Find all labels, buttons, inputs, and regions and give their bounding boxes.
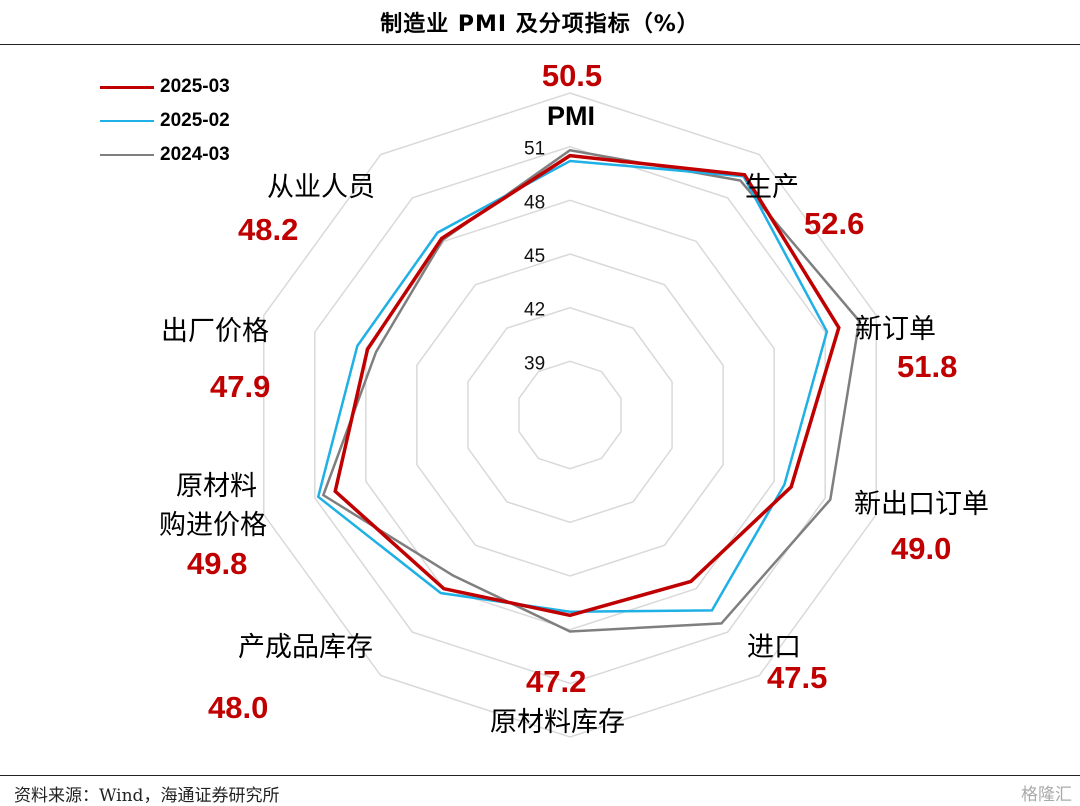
chart-title: 制造业 PMI 及分项指标（%） bbox=[380, 12, 700, 37]
axis-label-new-orders: 新订单 bbox=[855, 314, 936, 345]
radial-tick-45: 45 bbox=[524, 246, 545, 267]
legend-swatch-2025-02 bbox=[100, 120, 154, 122]
axis-label-raw-material-purchase-price: 原材料 bbox=[176, 471, 257, 502]
axis-value-employment: 48.2 bbox=[238, 212, 298, 247]
radial-tick-labels: 51 48 45 42 39 bbox=[524, 139, 545, 375]
grid-ring-54 bbox=[263, 92, 877, 738]
legend-label: 2025-02 bbox=[160, 110, 230, 131]
legend-swatch-2024-03 bbox=[100, 154, 154, 156]
axis-label-ex-factory-price: 出厂价格 bbox=[161, 316, 269, 347]
axis-label-production: 生产 bbox=[745, 172, 799, 203]
radial-tick-48: 48 bbox=[524, 192, 545, 213]
axis-value-production: 52.6 bbox=[804, 206, 864, 241]
axis-value-raw-material-purchase-price: 49.8 bbox=[187, 546, 247, 581]
axis-label-employment: 从业人员 bbox=[267, 172, 375, 203]
source-note: 资料来源：Wind，海通证券研究所 bbox=[14, 786, 280, 806]
axis-value-new-orders: 51.8 bbox=[897, 349, 957, 384]
axis-value-raw-material-inventory: 47.2 bbox=[526, 664, 586, 699]
axis-label-new-export-orders: 新出口订单 bbox=[854, 489, 989, 520]
series-2024-03 bbox=[321, 148, 861, 633]
pmi-label: PMI bbox=[547, 101, 595, 131]
grid-ring-42 bbox=[467, 306, 673, 524]
grid-ring-45 bbox=[416, 253, 724, 577]
legend-swatch-2025-03 bbox=[100, 85, 154, 89]
axis-value-imports: 47.5 bbox=[767, 660, 827, 695]
axis-label-raw-material-purchase-price-line2: 购进价格 bbox=[159, 510, 267, 541]
legend: 2025-03 2025-02 2024-03 bbox=[100, 70, 230, 172]
radar-series bbox=[316, 148, 861, 633]
bottom-divider bbox=[0, 775, 1080, 776]
legend-item-2025-02: 2025-02 bbox=[100, 104, 230, 138]
legend-item-2024-03: 2024-03 bbox=[100, 138, 230, 172]
series-2025-03 bbox=[333, 153, 841, 618]
top-divider bbox=[0, 44, 1080, 45]
radial-tick-42: 42 bbox=[524, 300, 545, 321]
axis-value-new-export-orders: 49.0 bbox=[891, 531, 951, 566]
axis-label-imports: 进口 bbox=[747, 632, 801, 663]
axis-value-finished-goods-inventory: 48.0 bbox=[208, 690, 268, 725]
grid-ring-51 bbox=[314, 145, 826, 685]
grid-ring-39 bbox=[518, 360, 622, 470]
radial-tick-51: 51 bbox=[524, 139, 545, 160]
watermark: 格隆汇 bbox=[1021, 785, 1072, 805]
axis-label-finished-goods-inventory: 产成品库存 bbox=[238, 632, 373, 663]
radar-chart: 51 48 45 42 39 50.5 PMI 生产 52.6 新订单 51.8 新出口… bbox=[159, 58, 989, 738]
series-2025-02 bbox=[316, 159, 829, 614]
legend-label: 2024-03 bbox=[160, 144, 230, 165]
radial-tick-39: 39 bbox=[524, 353, 545, 374]
axis-label-raw-material-inventory: 原材料库存 bbox=[490, 707, 625, 738]
axis-value-ex-factory-price: 47.9 bbox=[210, 369, 270, 404]
legend-item-2025-03: 2025-03 bbox=[100, 70, 230, 104]
legend-label: 2025-03 bbox=[160, 76, 230, 97]
pmi-value: 50.5 bbox=[542, 58, 602, 93]
